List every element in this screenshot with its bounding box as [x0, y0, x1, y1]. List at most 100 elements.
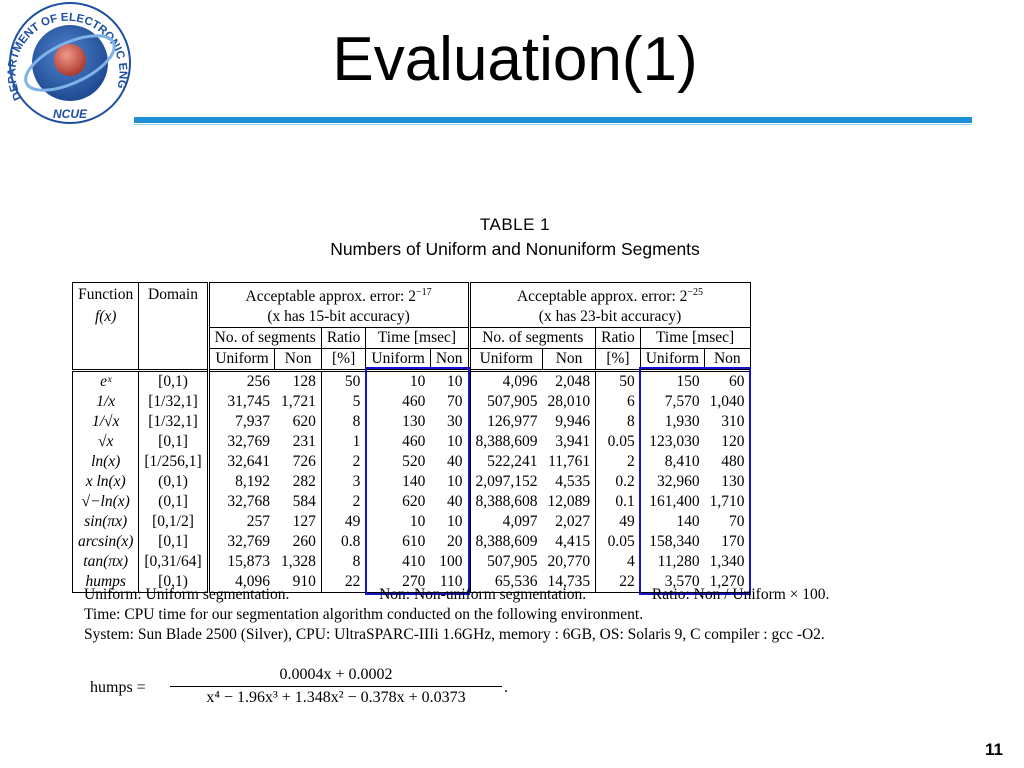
value-cell: 8	[595, 411, 641, 432]
value-cell: 49	[595, 511, 641, 532]
formula-lhs: humps =	[90, 679, 146, 696]
header-a-seg-uniform: Uniform	[206, 347, 276, 371]
domain-cell: [0,1)	[138, 368, 209, 392]
value-cell: 4,415	[542, 531, 597, 552]
value-cell: 161,400	[649, 492, 700, 510]
value-cell: 270	[365, 571, 431, 593]
value-cell: 260	[274, 531, 322, 552]
segments-table: Function Domain Acceptable approx. error…	[71, 281, 751, 593]
value-cell: 910	[274, 571, 322, 593]
header-group-b: Acceptable approx. error: 2−25	[467, 281, 751, 307]
value-cell: 10	[365, 368, 431, 392]
value-cell: 50	[595, 368, 641, 392]
value-cell: 522,241	[467, 451, 543, 472]
note-non: Non: Non-uniform segmentation.	[379, 586, 587, 603]
formula-end: .	[504, 679, 508, 696]
header-b-seg-uniform: Uniform	[467, 347, 544, 371]
value-cell: 480	[704, 451, 751, 472]
value-cell: 22	[321, 571, 367, 593]
value-cell: 40	[430, 451, 470, 472]
header-a-time-uniform: Uniform	[365, 347, 431, 371]
fraction-bar	[170, 686, 502, 687]
title-rule-light	[134, 124, 972, 125]
value-cell: 8,388,608	[467, 491, 543, 512]
value-cell: 1,930	[664, 412, 700, 430]
function-cell: sin(πx)	[71, 511, 139, 532]
value-cell: 1	[321, 431, 367, 452]
value-cell: 1,340	[704, 551, 751, 572]
value-cell: 460	[402, 392, 426, 410]
header-a-seg-non: Non	[274, 347, 322, 371]
function-cell: tan(πx)	[71, 551, 139, 572]
value-cell: 610	[402, 532, 426, 550]
value-cell: 32,641	[206, 451, 275, 472]
value-cell: 257	[206, 511, 275, 532]
time-columns-highlight-a	[364, 367, 471, 596]
value-cell: 5	[321, 391, 367, 412]
value-cell: 0.8	[321, 531, 367, 552]
value-cell: 65,536	[467, 571, 543, 593]
value-cell: 130	[704, 471, 751, 492]
value-cell: 22	[595, 571, 641, 593]
header-domain: Domain	[138, 281, 209, 307]
table-caption-number: TABLE 1	[479, 215, 551, 234]
value-cell: 32,960	[657, 472, 700, 490]
value-cell: 32,769	[206, 431, 275, 452]
table-row: eˣ [0,1) 256 128 50 10 10 4,096 2,048 50 150 60	[71, 368, 751, 392]
department-logo: DEPARTMENT OF ELECTRONIC ENGINEERING NCU…	[0, 0, 131, 124]
table-row: ln(x) [1/256,1] 32,641 726 2 520 40 522,241 11,7…	[71, 451, 751, 472]
header-domain-blank	[138, 306, 209, 328]
value-cell: 4,535	[542, 471, 597, 492]
note-line-1: Uniform: Uniform segmentation. Non: Non-…	[84, 585, 829, 604]
header-function: Function	[71, 281, 139, 307]
domain-cell: [1/32,1]	[138, 411, 209, 432]
table-row: humps [0,1) 4,096 910 22 270 110 65,536 14,735 22…	[71, 571, 751, 593]
function-cell: humps	[71, 571, 139, 593]
value-cell: 32,769	[206, 531, 275, 552]
header-spacer	[71, 348, 139, 371]
value-cell: 70	[704, 511, 751, 532]
value-cell: 520	[402, 452, 426, 470]
header-a-time: Time [msec]	[365, 326, 470, 349]
value-cell: 0.2	[595, 471, 641, 492]
value-cell: 1,040	[704, 391, 751, 412]
table-row: tan(πx) [0,31/64] 15,873 1,328 8 410 100 507,90…	[71, 551, 751, 572]
header-group-a-accuracy: (x has 15-bit accuracy)	[206, 306, 470, 328]
header-b-time: Time [msec]	[640, 326, 751, 349]
value-cell: 110	[430, 571, 470, 593]
domain-cell: (0,1]	[138, 491, 209, 512]
value-cell: 2	[321, 451, 367, 472]
value-cell: 410	[402, 552, 426, 570]
value-cell: 460	[402, 432, 426, 450]
value-cell: 170	[704, 531, 751, 552]
header-b-time-non: Non	[704, 347, 751, 371]
table-row: 1/x [1/32,1] 31,745 1,721 5 460 70 507,905 28,01…	[71, 391, 751, 412]
value-cell: 128	[274, 368, 322, 392]
value-cell: 256	[206, 368, 275, 392]
table-row: 1/√x [1/32,1] 7,937 620 8 130 30 126,977 9,946 8 1…	[71, 411, 751, 432]
header-spacer	[138, 348, 209, 371]
value-cell: 3	[321, 471, 367, 492]
value-cell: 2	[595, 451, 641, 472]
header-b-seg-non: Non	[542, 347, 597, 371]
value-cell: 10	[409, 512, 426, 530]
value-cell: 15,873	[206, 551, 275, 572]
function-cell: √−ln(x)	[71, 491, 139, 512]
value-cell: 584	[274, 491, 322, 512]
value-cell: 2,097,152	[467, 471, 543, 492]
value-cell: 140	[402, 472, 426, 490]
value-cell: 3,570	[640, 571, 705, 593]
value-cell: 7,937	[206, 411, 275, 432]
domain-cell: [0,1/2]	[138, 511, 209, 532]
value-cell: 60	[704, 368, 751, 392]
note-line-3: System: Sun Blade 2500 (Silver), CPU: Ul…	[84, 626, 825, 643]
header-b-ratio-unit: [%]	[595, 347, 641, 371]
value-cell: 6	[595, 391, 641, 412]
value-cell: 2	[321, 491, 367, 512]
value-cell: 127	[274, 511, 322, 532]
domain-cell: [0,31/64]	[138, 551, 209, 572]
value-cell: 0.05	[595, 531, 641, 552]
value-cell: 3,941	[542, 431, 597, 452]
value-cell: 12,089	[542, 491, 597, 512]
function-cell: eˣ	[71, 368, 139, 392]
